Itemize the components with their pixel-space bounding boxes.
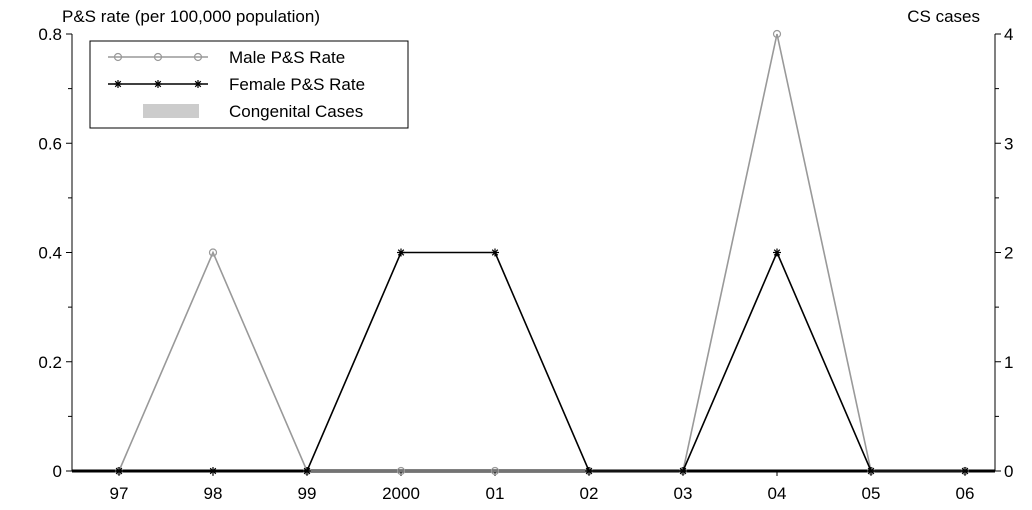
female-p-s-rate-point: [585, 467, 593, 475]
legend-label: Female P&S Rate: [229, 75, 365, 94]
y2-tick-label: 3: [1004, 134, 1013, 153]
y-tick-label: 0.2: [38, 353, 62, 372]
female-p-s-rate-point: [679, 467, 687, 475]
female-p-s-rate-point: [303, 467, 311, 475]
female-p-s-rate-point: [115, 467, 123, 475]
x-tick-label: 02: [580, 484, 599, 503]
male-p-s-rate-point: [772, 29, 782, 39]
x-tick-label: 06: [956, 484, 975, 503]
legend-label: Male P&S Rate: [229, 48, 345, 67]
x-tick-label: 04: [768, 484, 787, 503]
x-tick-label: 97: [110, 484, 129, 503]
y2-tick-label: 4: [1004, 25, 1013, 44]
y-tick-label: 0.8: [38, 25, 62, 44]
legend-label: Congenital Cases: [229, 102, 363, 121]
legend-marker: [193, 52, 203, 62]
y2-tick-label: 0: [1004, 462, 1013, 481]
y-tick-label: 0: [53, 462, 62, 481]
female-p-s-rate-point: [491, 248, 499, 257]
legend: Male P&S Rate Female P&S Rate Congenital C…: [89, 40, 409, 129]
male-p-s-rate-point: [396, 466, 406, 476]
x-tick-label: 05: [862, 484, 881, 503]
legend-marker: [113, 52, 123, 62]
female-p-s-rate-point: [961, 467, 969, 475]
y2-tick-label: 1: [1004, 353, 1013, 372]
female-p-s-rate-point: [867, 467, 875, 475]
female-p-s-rate-point: [773, 248, 781, 257]
male-p-s-rate-point: [208, 248, 218, 257]
female-p-s-rate-line: [119, 250, 965, 472]
x-tick-label: 99: [298, 484, 317, 503]
legend-marker: [194, 80, 202, 88]
series: [72, 29, 995, 476]
y-tick-label: 0.4: [38, 244, 62, 263]
legend-swatch-congenital-cases: [143, 104, 199, 118]
left-axis-label: P&S rate (per 100,000 population): [62, 7, 320, 26]
male-p-s-rate-line: [118, 33, 965, 472]
x-tick-label: 03: [674, 484, 693, 503]
male-p-s-rate-point: [490, 466, 500, 476]
y2-tick-label: 2: [1004, 244, 1013, 263]
x-tick-label: 01: [486, 484, 505, 503]
legend-marker: [153, 52, 163, 62]
female-p-s-rate-point: [397, 248, 405, 257]
x-tick-label: 2000: [382, 484, 420, 503]
legend-marker: [154, 80, 162, 88]
right-axis-label: CS cases: [907, 7, 980, 26]
legend-marker: [114, 80, 122, 88]
y-tick-label: 0.6: [38, 134, 62, 153]
x-tick-label: 98: [204, 484, 223, 503]
female-p-s-rate-point: [209, 467, 217, 475]
